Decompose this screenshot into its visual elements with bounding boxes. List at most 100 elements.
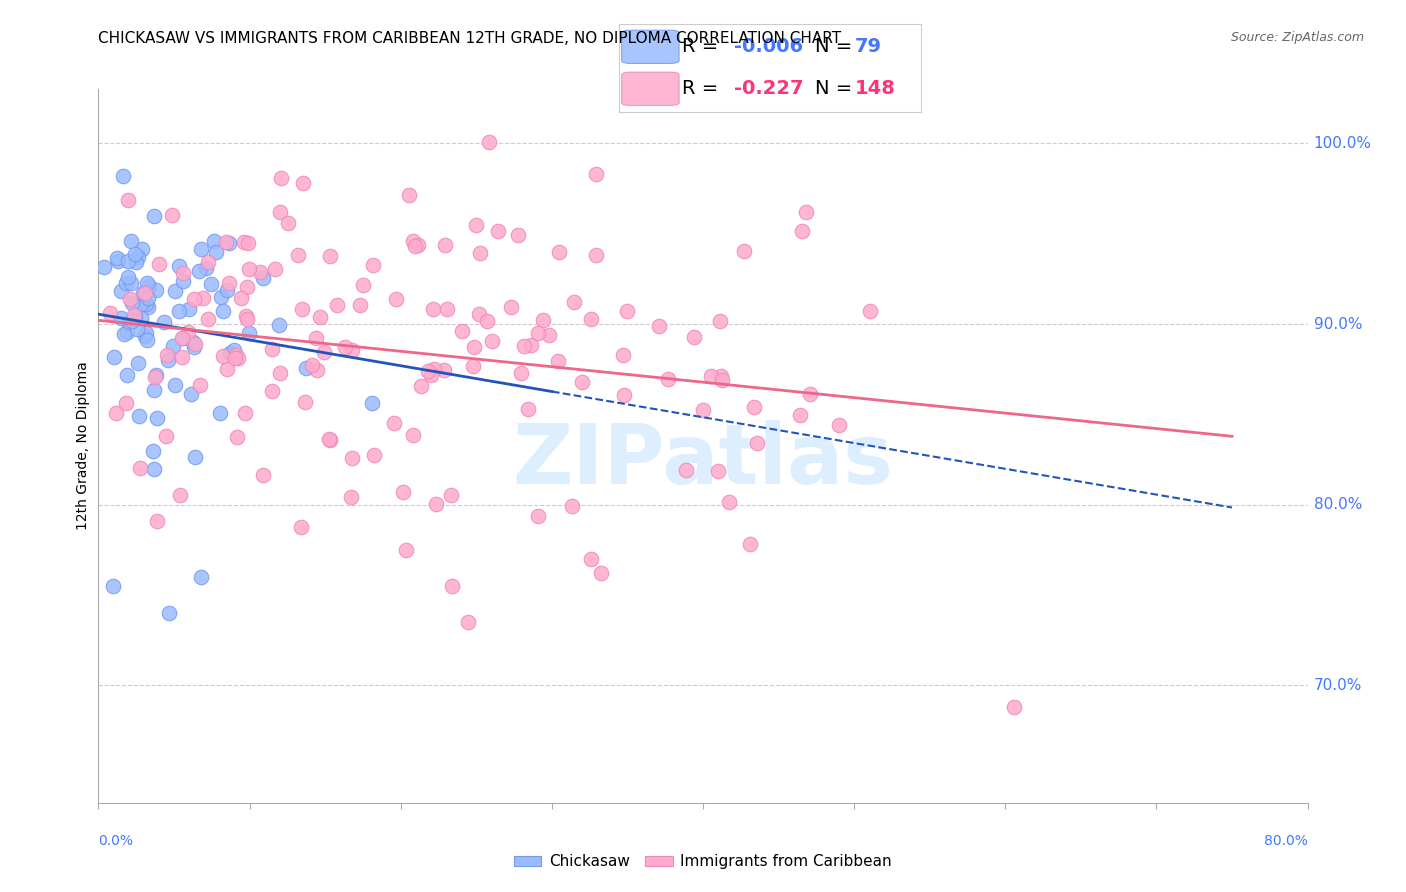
Point — [124, 247, 146, 261]
Point — [121, 314, 143, 328]
Point — [260, 342, 283, 356]
Point — [457, 615, 479, 629]
Point — [499, 300, 522, 314]
Point — [135, 333, 157, 347]
Point — [710, 368, 733, 383]
Point — [295, 360, 318, 375]
Point — [111, 169, 134, 184]
Point — [183, 340, 205, 354]
Point — [136, 277, 159, 291]
Point — [179, 301, 201, 316]
Point — [197, 311, 219, 326]
Text: 100.0%: 100.0% — [1313, 136, 1372, 151]
Point — [93, 260, 115, 274]
Point — [744, 400, 766, 414]
Point — [217, 361, 239, 376]
Point — [616, 303, 638, 318]
Point — [319, 433, 342, 447]
Point — [129, 311, 152, 326]
Point — [142, 384, 165, 398]
Point — [382, 416, 405, 430]
Point — [470, 246, 492, 260]
Point — [361, 259, 384, 273]
Point — [131, 297, 153, 311]
Y-axis label: 12th Grade, No Diploma: 12th Grade, No Diploma — [76, 361, 90, 531]
Point — [394, 542, 416, 557]
Point — [333, 340, 356, 354]
Point — [127, 322, 149, 336]
Point — [236, 235, 259, 250]
Point — [209, 406, 232, 420]
Text: 80.0%: 80.0% — [1313, 497, 1362, 512]
Text: -0.227: -0.227 — [734, 79, 803, 98]
FancyBboxPatch shape — [621, 72, 679, 105]
Point — [326, 298, 349, 312]
Point — [184, 336, 207, 351]
Point — [156, 348, 179, 362]
Text: -0.006: -0.006 — [734, 37, 803, 56]
Point — [169, 488, 191, 502]
Point — [571, 375, 593, 389]
Point — [236, 312, 259, 326]
Point — [172, 266, 194, 280]
Point — [294, 395, 316, 409]
Point — [269, 205, 291, 219]
Point — [309, 310, 332, 324]
Point — [451, 324, 474, 338]
Point — [581, 312, 603, 326]
Point — [183, 293, 205, 307]
Point — [138, 279, 160, 293]
Point — [301, 358, 323, 372]
Text: ZIPatlas: ZIPatlas — [513, 420, 893, 500]
Point — [859, 304, 882, 318]
Point — [217, 283, 239, 297]
Point — [733, 244, 755, 259]
Point — [547, 354, 569, 368]
Point — [340, 490, 363, 504]
FancyBboxPatch shape — [621, 30, 679, 63]
Point — [136, 291, 159, 305]
Point — [233, 406, 256, 420]
Point — [120, 276, 142, 290]
Point — [461, 359, 484, 373]
Point — [799, 386, 821, 401]
Point — [142, 443, 165, 458]
Point — [263, 261, 285, 276]
Point — [134, 285, 156, 300]
Point — [219, 346, 242, 360]
Point — [585, 167, 607, 181]
Point — [692, 403, 714, 417]
Point — [117, 269, 139, 284]
Point — [252, 270, 274, 285]
Point — [789, 408, 811, 422]
Point — [463, 340, 485, 354]
Point — [152, 315, 174, 329]
Point — [305, 363, 328, 377]
Point — [205, 244, 228, 259]
Point — [291, 302, 314, 317]
Point — [142, 461, 165, 475]
Point — [305, 331, 328, 345]
Point — [110, 284, 132, 298]
Point — [519, 338, 541, 352]
Point — [134, 329, 156, 343]
Point — [218, 277, 240, 291]
Point — [131, 242, 153, 256]
Point — [269, 366, 291, 380]
Point — [145, 283, 167, 297]
Point — [190, 570, 212, 584]
Point — [468, 307, 491, 321]
Point — [122, 308, 145, 322]
Point — [135, 326, 157, 340]
Point — [163, 377, 186, 392]
Text: 70.0%: 70.0% — [1313, 678, 1362, 693]
Point — [436, 301, 458, 316]
Point — [191, 292, 214, 306]
Point — [349, 298, 371, 312]
Point — [103, 350, 125, 364]
Point — [238, 262, 260, 277]
Point — [432, 363, 454, 377]
Point — [402, 428, 425, 442]
Point — [218, 236, 240, 251]
Point — [385, 292, 408, 306]
